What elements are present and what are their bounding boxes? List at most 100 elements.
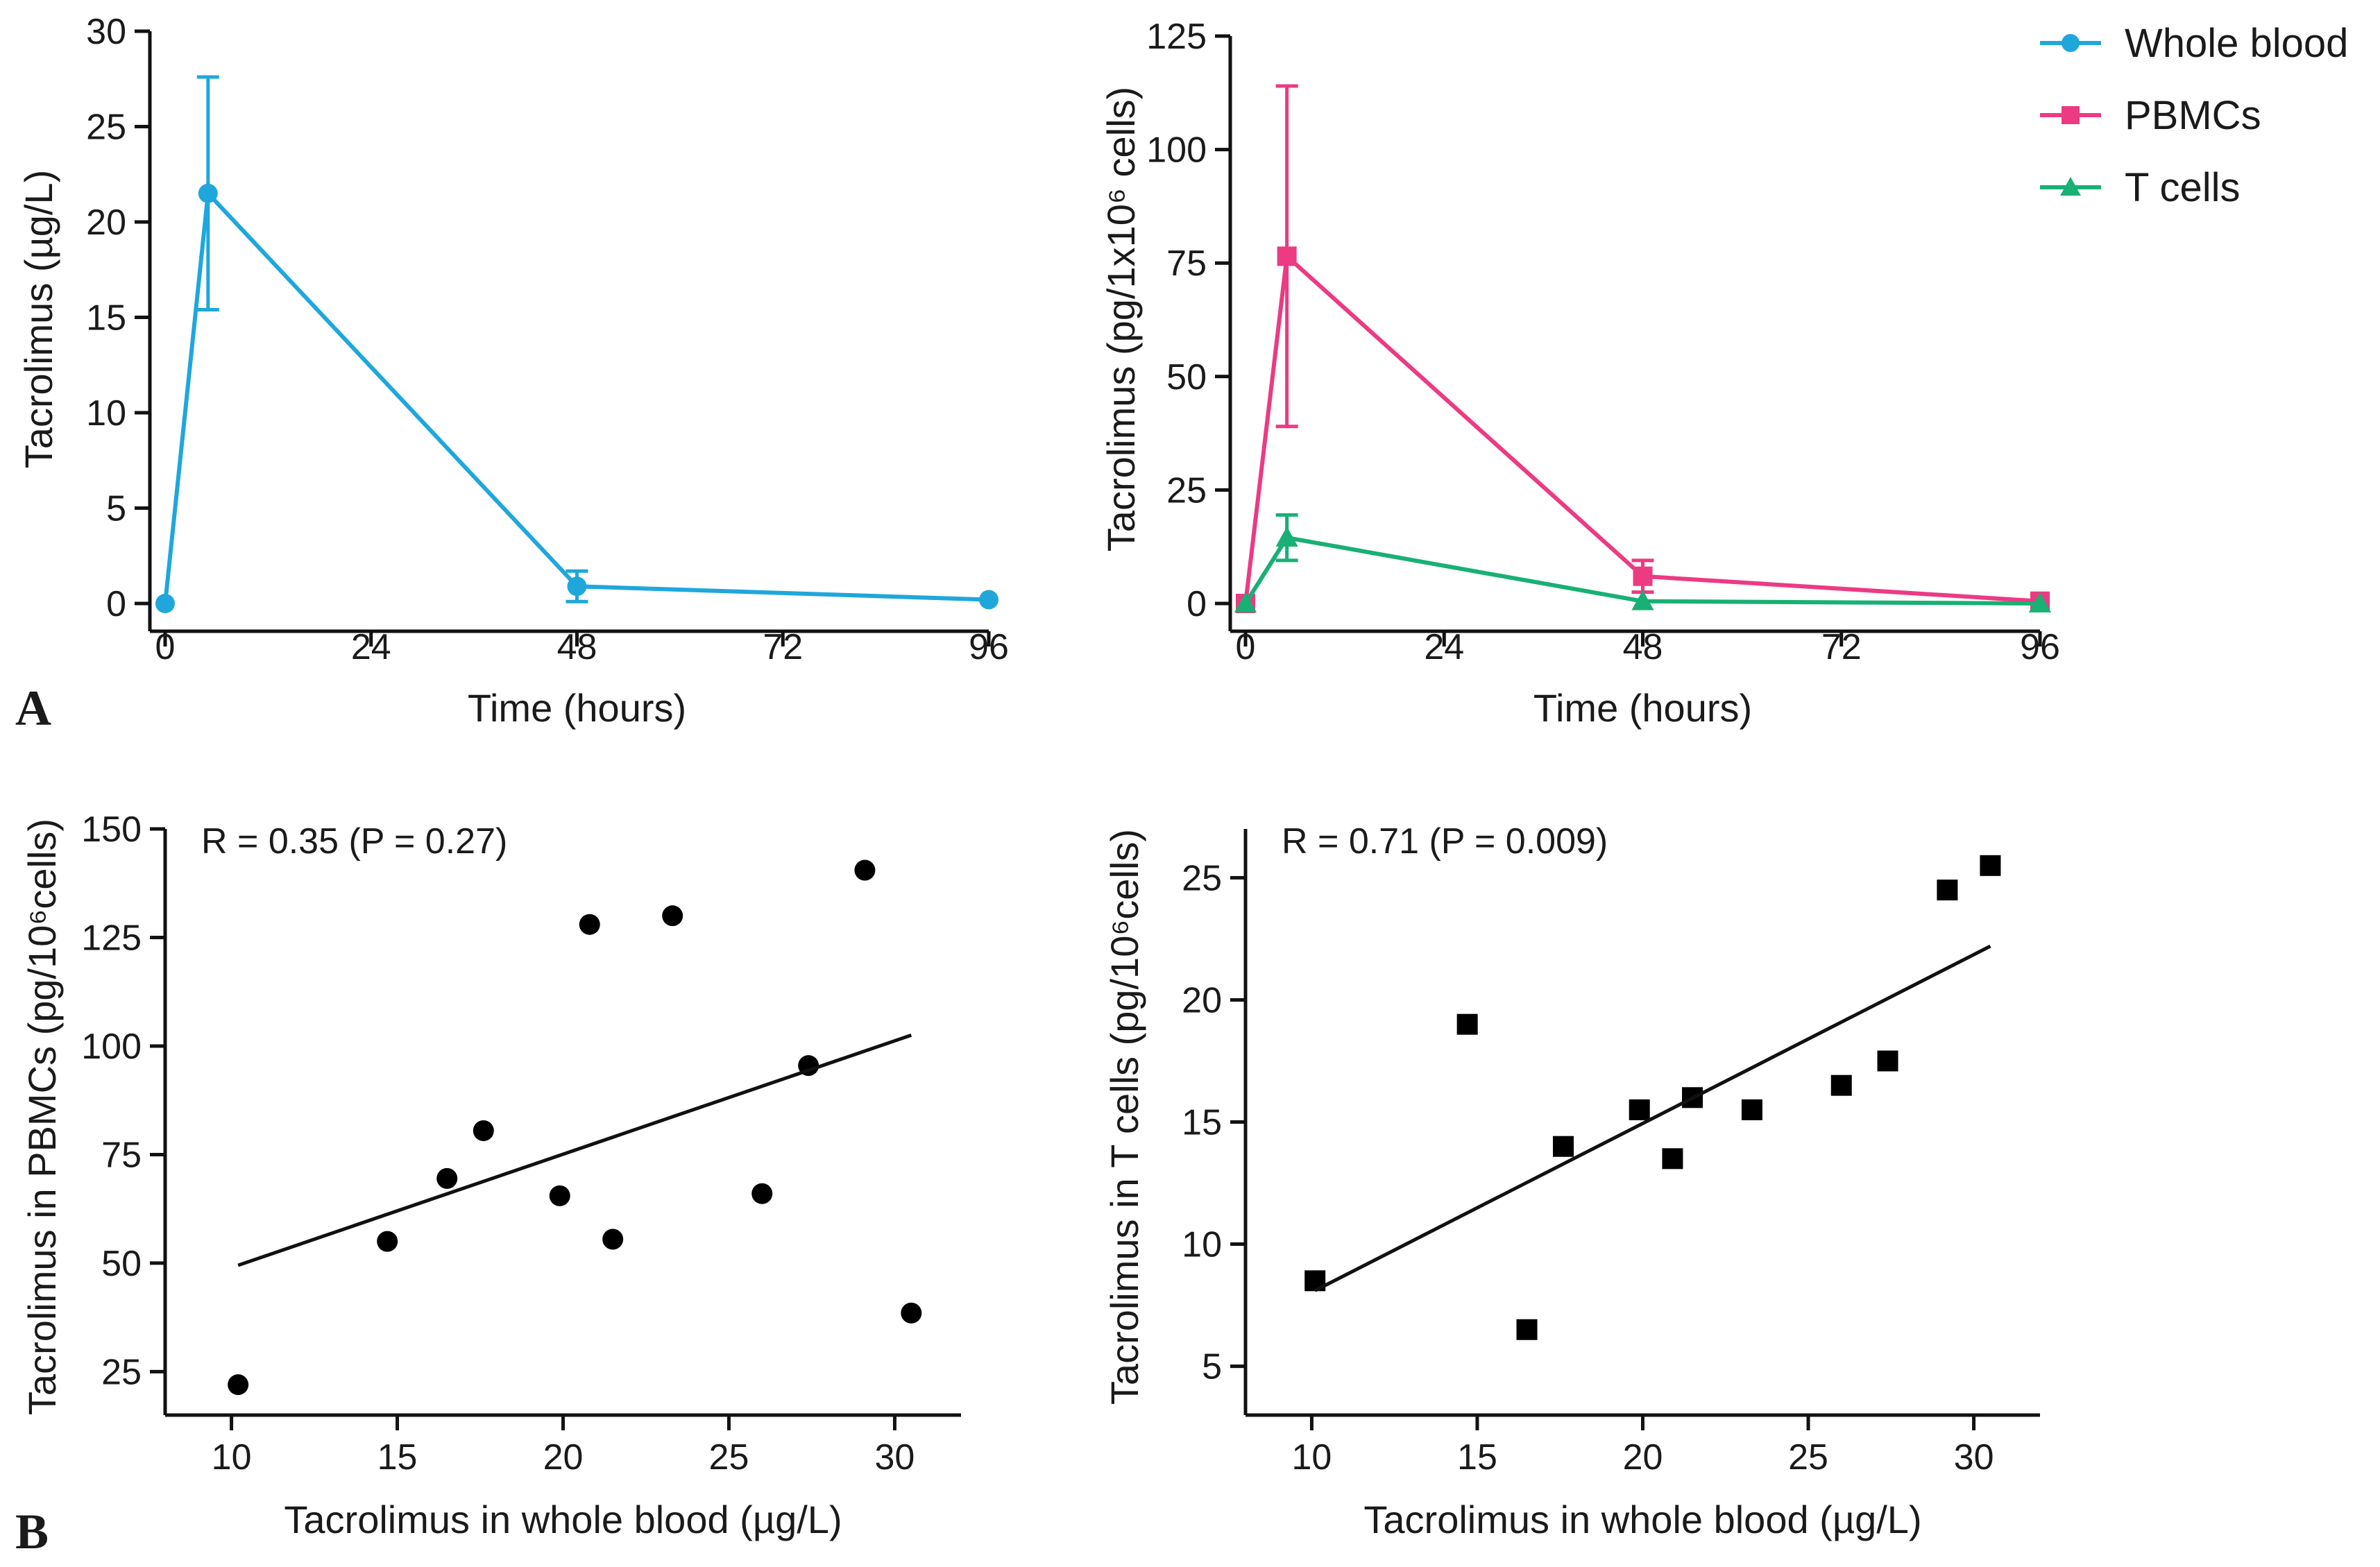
x-axis-label: Tacrolimus in whole blood (µg/L) <box>1363 1498 1921 1541</box>
series-whole-blood <box>155 75 998 613</box>
y-tick-label: 5 <box>1202 1347 1222 1387</box>
legend-label: T cells <box>2125 165 2241 210</box>
data-point <box>1633 566 1653 586</box>
x-tick-label: 72 <box>1821 627 1862 667</box>
data-point <box>436 1167 458 1189</box>
data-point <box>602 1228 624 1250</box>
y-tick-label: 5 <box>106 489 126 529</box>
legend-item-pbmcs: PBMCs <box>2040 93 2261 138</box>
series-t-cells <box>1234 513 2052 613</box>
chart-tcells-vs-whole-blood: 10 15 20 25 30 5 10 15 20 25 Tacrolimus in whole b… <box>1103 821 2040 1541</box>
y-axis-label: Tacrolimus (µg/L) <box>17 170 60 469</box>
y-tick-label: 20 <box>86 203 126 243</box>
x-tick-label: 20 <box>1623 1437 1663 1478</box>
chart-pbmc-vs-whole-blood: 10 15 20 25 30 25 50 75 100 125 150 Tacrolimus in w… <box>20 810 961 1541</box>
data-point <box>979 590 998 610</box>
y-tick-label: 100 <box>1146 130 1207 171</box>
x-tick-label: 48 <box>557 627 597 667</box>
y-tick-label: 150 <box>81 810 142 850</box>
x-tick-label: 30 <box>874 1437 915 1478</box>
y-tick-label: 75 <box>101 1135 142 1175</box>
y-tick-label: 0 <box>106 584 126 624</box>
y-tick-label: 25 <box>101 1352 142 1392</box>
data-point <box>549 1185 570 1206</box>
legend-marker <box>2060 177 2081 196</box>
x-tick-label: 25 <box>709 1437 749 1478</box>
data-point <box>662 905 683 927</box>
correlation-annotation: R = 0.71 (P = 0.009) <box>1282 821 1608 862</box>
x-tick-label: 15 <box>1457 1437 1497 1478</box>
data-point <box>1456 1013 1478 1035</box>
y-axis-label: Tacrolimus in T cells (pg/10⁶cells) <box>1103 829 1146 1405</box>
data-point <box>1631 590 1654 610</box>
x-tick-label: 48 <box>1623 627 1663 667</box>
regression-line <box>1314 944 1991 1292</box>
data-point <box>1553 1136 1574 1157</box>
data-point <box>473 1120 494 1142</box>
series-line <box>1243 535 2041 606</box>
legend-item-whole-blood: Whole blood <box>2040 21 2348 66</box>
x-tick-label: 24 <box>1424 627 1464 667</box>
x-axis-label: Time (hours) <box>468 686 686 730</box>
series-pbmcs <box>1236 84 2050 613</box>
x-tick-label: 15 <box>377 1437 418 1478</box>
y-tick-label: 20 <box>1182 980 1222 1020</box>
y-tick-label: 30 <box>86 12 126 52</box>
data-point <box>228 1374 249 1396</box>
x-tick-label: 10 <box>212 1437 252 1478</box>
data-point <box>1980 855 2001 876</box>
y-tick-label: 10 <box>1182 1225 1222 1265</box>
legend: Whole blood PBMCs T cells <box>2040 21 2348 210</box>
data-point <box>1277 246 1297 266</box>
data-point <box>751 1183 773 1204</box>
legend-label: Whole blood <box>2125 21 2348 66</box>
data-point <box>854 859 876 881</box>
x-axis-label: Tacrolimus in whole blood (µg/L) <box>284 1498 842 1541</box>
x-tick-label: 24 <box>351 627 391 667</box>
series-line <box>163 188 989 604</box>
y-tick-label: 75 <box>1166 243 1207 284</box>
y-tick-label: 15 <box>1182 1103 1222 1143</box>
panel-label-b: B <box>15 1504 49 1559</box>
y-tick-label: 25 <box>1166 470 1207 511</box>
y-tick-label: 10 <box>86 393 126 434</box>
legend-item-t-cells: T cells <box>2040 165 2241 210</box>
y-tick-label: 100 <box>81 1027 142 1067</box>
y-axis-label: Tacrolimus (pg/1x10⁶ cells) <box>1099 87 1143 551</box>
data-point <box>1830 1074 1852 1096</box>
y-tick-label: 125 <box>81 918 142 958</box>
x-tick-label: 72 <box>763 627 803 667</box>
x-tick-label: 0 <box>155 627 176 667</box>
data-point <box>1234 592 1257 613</box>
data-point <box>1877 1050 1898 1072</box>
legend-label: PBMCs <box>2125 93 2261 138</box>
data-point <box>198 183 218 203</box>
y-tick-label: 15 <box>86 298 126 339</box>
data-point <box>1275 526 1298 547</box>
chart-whole-blood-timecourse: 0 24 48 72 96 0 5 10 15 20 25 30 Time (hours) Tacroli… <box>17 12 1009 730</box>
y-tick-label: 25 <box>86 108 126 148</box>
data-point <box>155 594 175 613</box>
x-tick-label: 30 <box>1954 1437 1994 1478</box>
data-point <box>2028 592 2052 613</box>
y-tick-label: 50 <box>101 1244 142 1284</box>
y-tick-label: 0 <box>1187 584 1207 624</box>
x-tick-label: 96 <box>2020 627 2060 667</box>
scatter-points <box>228 859 922 1396</box>
data-point <box>567 576 587 597</box>
data-point <box>1662 1148 1683 1170</box>
y-tick-label: 50 <box>1166 357 1207 397</box>
correlation-annotation: R = 0.35 (P = 0.27) <box>201 821 507 862</box>
x-tick-label: 96 <box>969 627 1009 667</box>
chart-cells-timecourse: 0 24 48 72 96 0 25 50 75 100 125 Time (hours) Tacrol… <box>1099 17 2348 730</box>
panel-label-a: A <box>15 680 51 736</box>
y-tick-label: 25 <box>1182 858 1222 898</box>
data-point <box>1741 1099 1762 1120</box>
data-point <box>579 914 600 935</box>
data-point <box>1629 1099 1650 1120</box>
x-tick-label: 0 <box>1236 627 1256 667</box>
series-line <box>1243 252 2041 604</box>
legend-marker <box>2062 34 2080 52</box>
y-axis-label: Tacrolimus in PBMCs (pg/10⁶cells) <box>20 819 64 1415</box>
